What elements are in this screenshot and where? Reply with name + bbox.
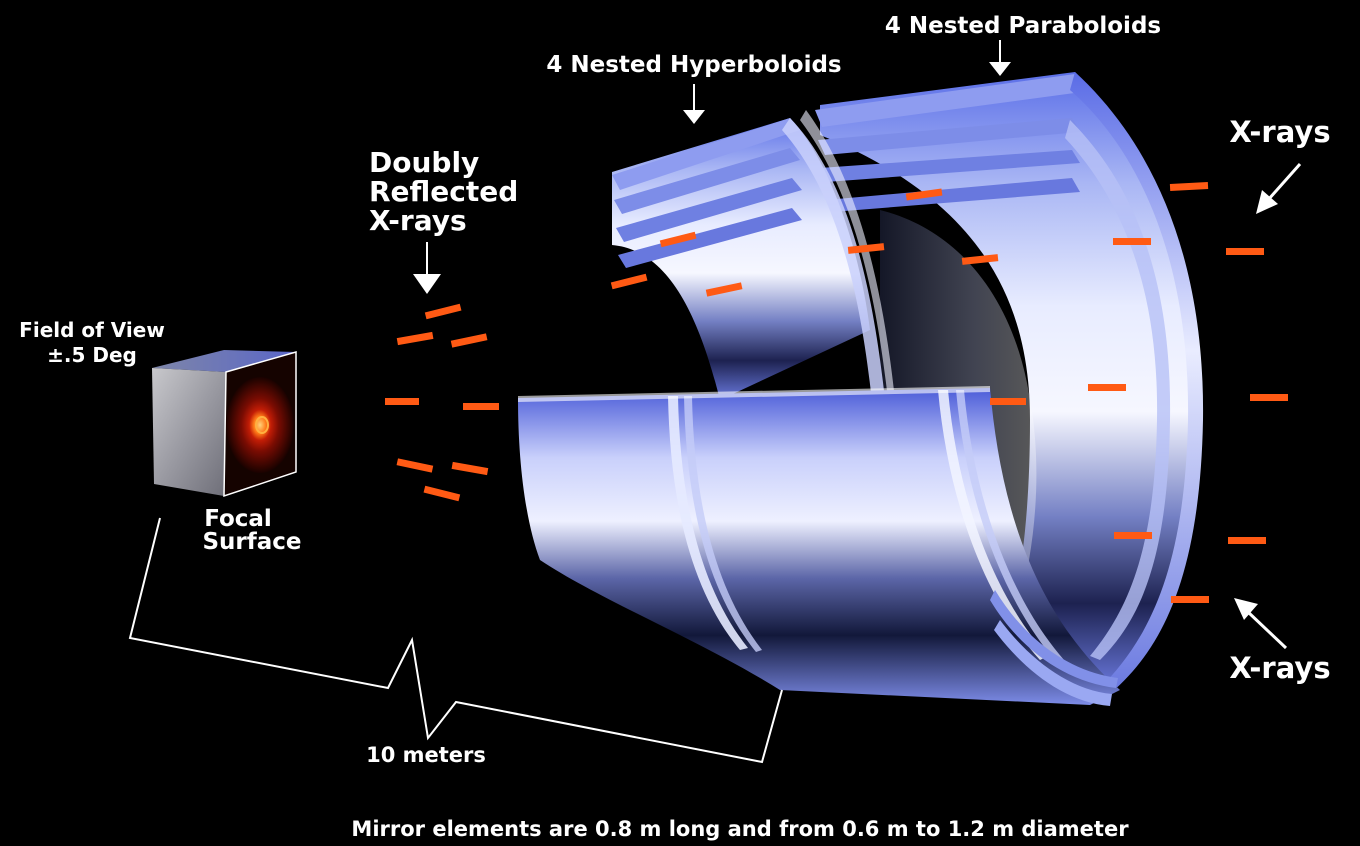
distance-bracket	[128, 517, 783, 764]
x-ray-dashes	[385, 182, 1288, 603]
down-arrow-icon	[683, 84, 705, 124]
distance-label: 10 meters	[366, 743, 486, 767]
hyperboloid-shells	[612, 110, 895, 402]
paraboloids-label: 4 Nested Paraboloids	[885, 13, 1161, 39]
diagonal-arrow-icon	[1234, 598, 1288, 650]
focal-surface-cube	[152, 350, 297, 498]
front-mirror-half	[518, 386, 1120, 706]
caption: Mirror elements are 0.8 m long and from …	[351, 817, 1129, 841]
diagonal-arrow-icon	[1256, 163, 1302, 214]
focal-surface-label-line2: Surface	[202, 529, 301, 555]
hyperboloids-label: 4 Nested Hyperboloids	[546, 52, 841, 78]
x-rays-bottom-label: X-rays	[1229, 651, 1330, 685]
down-arrow-icon	[989, 40, 1011, 76]
focal-surface-label-line1: Focal	[204, 506, 272, 532]
x-rays-top-label: X-rays	[1229, 115, 1330, 149]
field-of-view-label-line2: ±.5 Deg	[47, 343, 137, 367]
doubly-reflected-label-line3: X-rays	[369, 204, 467, 237]
down-arrow-icon	[413, 242, 441, 294]
doubly-reflected-label-line2: Reflected	[369, 175, 518, 208]
doubly-reflected-label-line1: Doubly	[369, 146, 479, 179]
field-of-view-label-line1: Field of View	[19, 318, 165, 342]
